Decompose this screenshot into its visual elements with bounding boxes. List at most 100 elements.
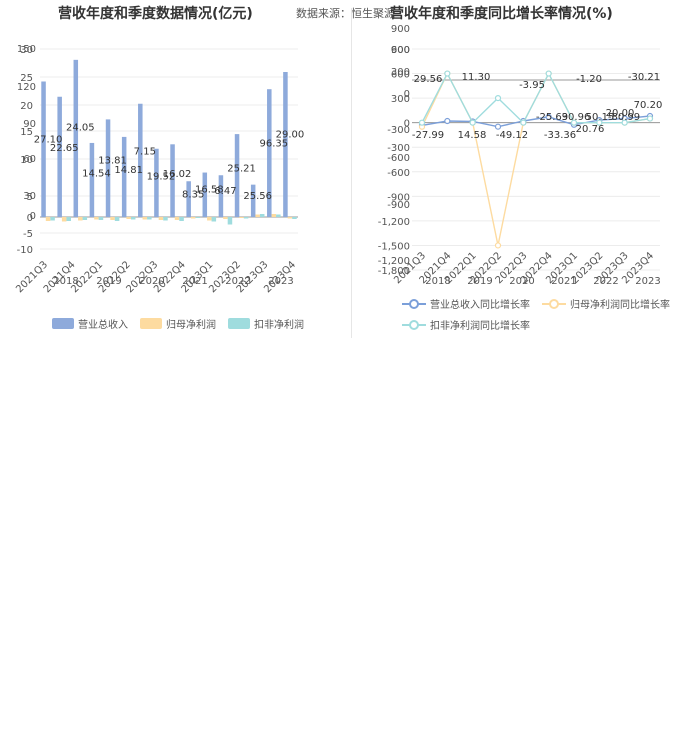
x-year-label: 2021 [551,276,576,287]
bar-2-6 [147,217,152,220]
data-label: 14.54 [82,168,111,179]
y-tick-label-secondary: 600 [391,45,410,56]
left-chart-panel: 营收年度和季度数据情况(亿元) -10 -5 0 5 10 15 20 25 30 0 30 60 90… [0,0,350,340]
bar-1-2 [78,217,83,221]
data-label: 6.47 [214,186,236,197]
x-year-label: 2022 [225,276,250,287]
data-label: 96.35 [259,139,288,150]
bar-1-1 [62,217,67,222]
legend-swatch [402,319,426,331]
data-label: -27.99 [412,130,444,141]
bar-2-3 [99,217,104,220]
y-tick-label: -10 [17,245,33,256]
bar-1-0 [46,217,51,221]
bar-2-11 [228,217,233,225]
y-tick-label: 20 [20,101,33,112]
bar-0-7 [154,149,159,217]
bar-0-2 [74,60,79,217]
x-year-label: 2020 [509,276,534,287]
data-label: -3.95 [519,80,545,91]
legend-swatch [228,318,250,329]
bar-1-3 [94,217,99,220]
data-label: -1.20 [576,74,602,85]
bar-2-10 [212,217,217,222]
data-label: 25.21 [227,163,256,174]
data-label: -33.36 [544,130,576,141]
y-tick-label-secondary: 0 [404,89,410,100]
y-tick-label-secondary: -600 [387,153,410,164]
data-label: -80.99 [608,112,640,123]
left-legend: 营业总收入 归母净利润 扣非净利润 [52,316,304,331]
data-label: 29.56 [414,74,443,85]
legend-item[interactable]: 扣非净利润同比增长率 [402,317,530,332]
bar-2-4 [115,217,120,221]
bar-0-6 [138,104,143,217]
data-label: -49.12 [496,130,528,141]
bar-2-0 [50,217,55,221]
legend-label: 扣非净利润 [254,316,304,331]
x-year-label: 2018 [53,276,78,287]
legend-item[interactable]: 营业总收入 [52,316,128,331]
data-label: 22.65 [50,143,79,154]
legend-label: 归母净利润同比增长率 [570,296,670,311]
series-point-2 [521,120,526,125]
series-point-0 [496,124,501,129]
legend-swatch [542,298,566,310]
y-tick-label-secondary: 900 [391,24,410,35]
y-tick-label: -5 [23,229,33,240]
legend-label: 营业总收入同比增长率 [430,296,530,311]
y-tick-label-secondary: 30 [23,191,36,202]
bar-2-7 [163,217,168,221]
bar-1-5 [126,217,131,219]
bar-2-14 [276,215,281,218]
data-label: 14.58 [458,130,487,141]
data-label: 11.30 [462,72,491,83]
series-point-2 [445,71,450,76]
y-tick-label-secondary: -300 [387,125,410,136]
bar-2-2 [83,217,88,220]
data-label: 24.05 [66,123,95,134]
bar-0-5 [122,137,127,217]
bar-0-3 [90,143,95,217]
data-label: 20.76 [576,124,605,135]
x-year-label: 2023 [268,276,293,287]
x-year-label: 2023 [635,276,660,287]
series-point-2 [546,71,551,76]
bar-2-13 [260,214,265,217]
bar-2-1 [66,217,71,221]
bar-1-7 [159,217,164,220]
series-point-2 [496,96,501,101]
bar-1-14 [272,214,277,217]
y-tick-label: -600 [387,168,410,179]
data-label: 25.56 [243,191,272,202]
data-label: 29.00 [276,129,305,140]
y-tick-label-secondary: -900 [387,200,410,211]
left-chart-svg: -10-5051015202530030609012015027.1022.65… [0,20,350,320]
legend-item[interactable]: 营业总收入同比增长率 [402,296,530,311]
bar-1-11 [223,217,228,219]
bar-1-12 [239,217,244,218]
y-tick-label-secondary: 60 [23,154,36,165]
bar-2-15 [292,217,297,219]
y-tick-label: -1,200 [378,217,410,228]
bar-2-5 [131,217,136,220]
bar-1-10 [207,217,212,221]
y-tick-label-secondary: 120 [17,82,36,93]
x-year-label: 2019 [467,276,492,287]
x-year-label: 2022 [593,276,618,287]
series-point-0 [445,119,450,124]
legend-item[interactable]: 扣非净利润 [228,316,304,331]
y-tick-label-secondary: 0 [30,211,36,222]
right-chart-panel: 营收年度和季度同比增长率情况(%) -1,800 -1,500 -1,200 -900… [352,0,700,340]
legend-swatch [402,298,426,310]
legend-swatch [140,318,162,329]
legend-swatch [52,318,74,329]
bar-0-12 [235,134,240,217]
bar-1-15 [288,217,293,219]
legend-item[interactable]: 归母净利润 [140,316,216,331]
bar-1-4 [110,217,115,220]
x-year-label: 2021 [182,276,207,287]
legend-item[interactable]: 归母净利润同比增长率 [542,296,670,311]
bar-2-8 [179,217,184,221]
data-label: 16.02 [163,169,192,180]
